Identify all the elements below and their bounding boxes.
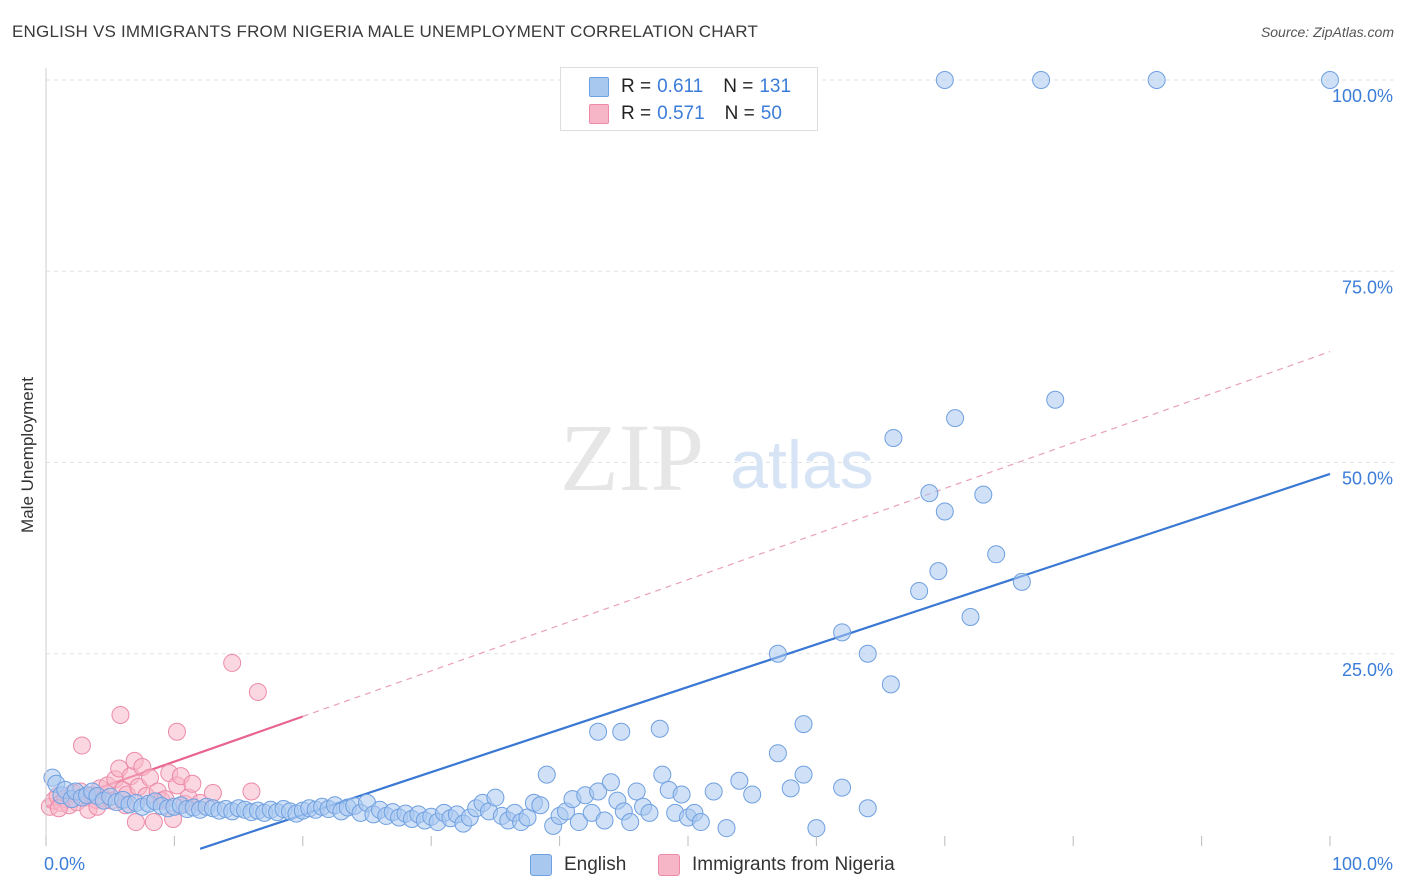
nigeria-point [242, 782, 261, 801]
y-tick-label: 100.0% [1332, 86, 1393, 106]
nigeria-point [72, 736, 91, 755]
nigeria-point [248, 683, 267, 701]
correlation-legend: R = 0.611 N = 131 R = 0.571 N = 50 [560, 67, 818, 131]
english-point [929, 562, 948, 581]
english-point [833, 623, 852, 642]
source-label: Source: ZipAtlas.com [1260, 24, 1394, 40]
english-point [935, 71, 954, 89]
nigeria-point [144, 813, 163, 832]
watermark-zip: ZIP [560, 404, 704, 511]
english-point [1147, 71, 1166, 89]
zipatlas-watermark: ZIP atlas [560, 404, 874, 511]
english-point [987, 545, 1006, 564]
x-tick-label-max: 100.0% [1332, 854, 1393, 874]
legend-r-label: R = [621, 76, 652, 97]
english-point [768, 744, 787, 763]
nigeria-trendline-extension [302, 351, 1331, 718]
english-point [601, 773, 620, 792]
english-point [743, 785, 762, 804]
english-point [881, 675, 900, 694]
nigeria-point [141, 768, 160, 787]
english-point [569, 813, 588, 832]
english-point [537, 765, 556, 784]
english-point [920, 484, 939, 503]
legend-n-label: N = [724, 103, 755, 124]
english-point [589, 782, 608, 801]
nigeria-point [223, 653, 242, 672]
english-point [1032, 71, 1051, 89]
nigeria-point [167, 722, 186, 741]
english-point [595, 811, 614, 830]
english-point [486, 788, 505, 807]
legend-r-value: 0.571 [657, 103, 705, 124]
bottom-legend-english: English [530, 852, 626, 878]
english-point [627, 782, 646, 801]
english-point [612, 722, 631, 741]
watermark-atlas: atlas [730, 427, 874, 503]
english-point [794, 765, 813, 784]
english-point [884, 429, 903, 448]
english-point [730, 771, 749, 790]
nigeria-point [126, 813, 145, 832]
english-point [794, 715, 813, 734]
legend-row-nigeria: R = 0.571 N = 50 [589, 102, 782, 126]
legend-row-english: R = 0.611 N = 131 [589, 75, 791, 99]
english-point [621, 813, 640, 832]
x-tick-label-min: 0.0% [44, 854, 85, 874]
y-tick-label: 50.0% [1342, 469, 1393, 489]
english-point [1321, 71, 1339, 89]
english-point [974, 485, 993, 504]
english-point [691, 813, 710, 832]
english-point [833, 778, 852, 797]
english-point [858, 799, 877, 818]
bottom-legend-swatch-nigeria [658, 854, 680, 876]
english-point [640, 803, 659, 822]
english-point [935, 502, 954, 521]
english-point [807, 819, 826, 838]
bottom-legend-swatch-english [530, 854, 552, 876]
legend-n-value: 131 [759, 76, 792, 97]
bottom-legend-label-english: English [564, 854, 627, 875]
english-point [1046, 390, 1065, 409]
y-axis-label: Male Unemployment [18, 377, 37, 533]
english-point [589, 722, 608, 741]
legend-n-value: 50 [760, 103, 782, 124]
bottom-legend-nigeria: Immigrants from Nigeria [658, 852, 895, 878]
english-point [858, 644, 877, 663]
legend-r-value: 0.611 [657, 76, 704, 97]
english-point [704, 782, 723, 801]
data-points [40, 71, 1339, 838]
english-point [650, 719, 669, 738]
nigeria-point [111, 705, 130, 724]
chart-title: ENGLISH VS IMMIGRANTS FROM NIGERIA MALE … [12, 22, 759, 41]
english-point [961, 608, 980, 627]
english-point [717, 819, 736, 838]
legend-swatch-english [589, 77, 609, 97]
bottom-legend-label-nigeria: Immigrants from Nigeria [692, 854, 895, 875]
english-trendline [199, 472, 1331, 850]
english-point [1012, 572, 1031, 591]
english-point [781, 779, 800, 798]
english-point [910, 582, 929, 601]
nigeria-point [183, 774, 202, 793]
axes: 25.0% 50.0% 75.0% 100.0% 0.0% 100.0% [44, 68, 1393, 874]
english-point [672, 785, 691, 804]
english-point [768, 644, 787, 663]
legend-n-label: N = [723, 76, 754, 97]
english-point [653, 765, 672, 784]
legend-swatch-nigeria [589, 104, 609, 124]
english-point [946, 409, 965, 428]
english-point [531, 796, 550, 815]
y-tick-label: 25.0% [1342, 660, 1393, 680]
y-tick-label: 75.0% [1342, 277, 1393, 297]
legend-r-label: R = [621, 103, 652, 124]
